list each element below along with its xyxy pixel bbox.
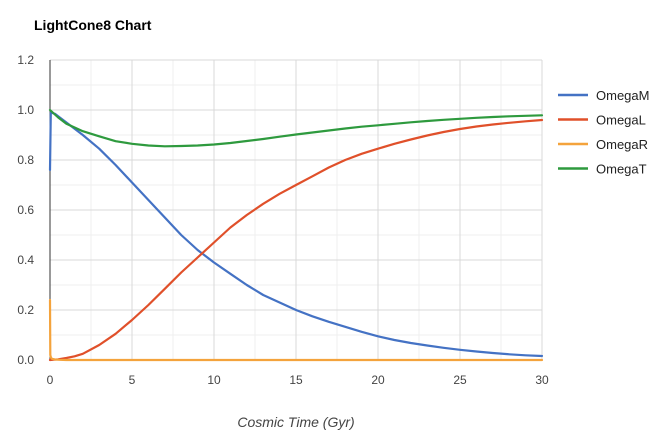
x-tick-label: 10 xyxy=(207,373,221,387)
legend: OmegaM OmegaL OmegaR OmegaT xyxy=(558,88,649,177)
series-lines xyxy=(48,108,544,362)
y-tick-label: 0.2 xyxy=(17,303,34,317)
series-line-omegal xyxy=(48,118,544,362)
chart-title: LightCone8 Chart xyxy=(34,17,152,33)
x-tick-label: 30 xyxy=(535,373,549,387)
legend-label-omegam: OmegaM xyxy=(596,88,649,103)
x-tick-label: 25 xyxy=(453,373,467,387)
series-line-omegat xyxy=(48,108,544,148)
grid xyxy=(50,59,543,360)
x-tick-label: 0 xyxy=(47,373,54,387)
x-tick-label: 5 xyxy=(129,373,136,387)
x-tick-label: 20 xyxy=(371,373,385,387)
y-tick-label: 0.6 xyxy=(17,203,34,217)
y-tick-label: 0.4 xyxy=(17,253,34,267)
x-axis-label: Cosmic Time (Gyr) xyxy=(237,414,354,430)
legend-label-omegat: OmegaT xyxy=(596,162,647,177)
series-line-omegam xyxy=(48,111,544,358)
y-tick-label: 1.0 xyxy=(17,103,34,117)
x-tick-label: 15 xyxy=(289,373,303,387)
series-line-omegar xyxy=(48,298,544,362)
y-tick-label: 1.2 xyxy=(17,53,34,67)
y-tick-label: 0.8 xyxy=(17,153,34,167)
legend-label-omegar: OmegaR xyxy=(596,137,648,152)
y-tick-label: 0.0 xyxy=(17,353,34,367)
legend-label-omegal: OmegaL xyxy=(596,113,646,128)
axes: 0 5 10 15 20 25 30 0.0 0.2 0.4 0.6 0.8 1.0 1.2 xyxy=(17,53,549,387)
